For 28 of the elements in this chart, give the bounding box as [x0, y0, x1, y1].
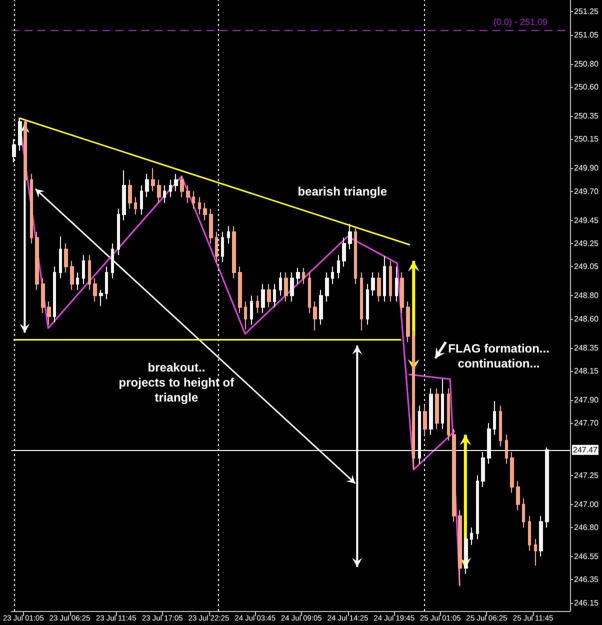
y-tick-label: 248.80 — [574, 291, 600, 300]
y-tick-label: 251.05 — [574, 30, 600, 40]
y-tick-label: 246.15 — [574, 598, 600, 608]
annotation: (0.0) - 251.09 — [493, 17, 548, 28]
y-tick-label: 247.25 — [574, 470, 600, 480]
annotation: FLAG formation... continuation... — [448, 341, 550, 370]
y-tick-label: 250.60 — [574, 82, 600, 92]
y-tick-label: 250.80 — [574, 59, 600, 68]
y-tick-label: 249.25 — [574, 238, 600, 248]
y-tick-label: 249.45 — [574, 216, 600, 225]
y-tick-label: 249.05 — [574, 262, 600, 272]
y-tick-label: 249.70 — [574, 186, 600, 196]
y-tick-label: 248.35 — [574, 343, 600, 352]
y-tick-label: 250.15 — [574, 134, 600, 144]
y-tick-label: 248.60 — [574, 314, 600, 324]
y-tick-label: 246.80 — [574, 523, 600, 532]
y-tick-label: 247.90 — [574, 395, 600, 404]
y-tick-label: 246.55 — [574, 552, 600, 562]
ref-line-label: 247.47 — [573, 445, 598, 454]
annotation: bearish triangle — [298, 184, 388, 198]
y-tick-label: 248.15 — [574, 366, 600, 376]
y-tick-label: 247.70 — [574, 418, 600, 428]
annotation: breakout.. projects to height of triangle — [118, 360, 236, 405]
y-tick-label: 246.35 — [574, 575, 600, 584]
y-tick-label: 251.25 — [574, 7, 600, 16]
y-tick-label: 247.00 — [574, 500, 600, 509]
y-tick-label: 250.35 — [574, 111, 600, 120]
y-tick-label: 249.90 — [574, 164, 600, 173]
